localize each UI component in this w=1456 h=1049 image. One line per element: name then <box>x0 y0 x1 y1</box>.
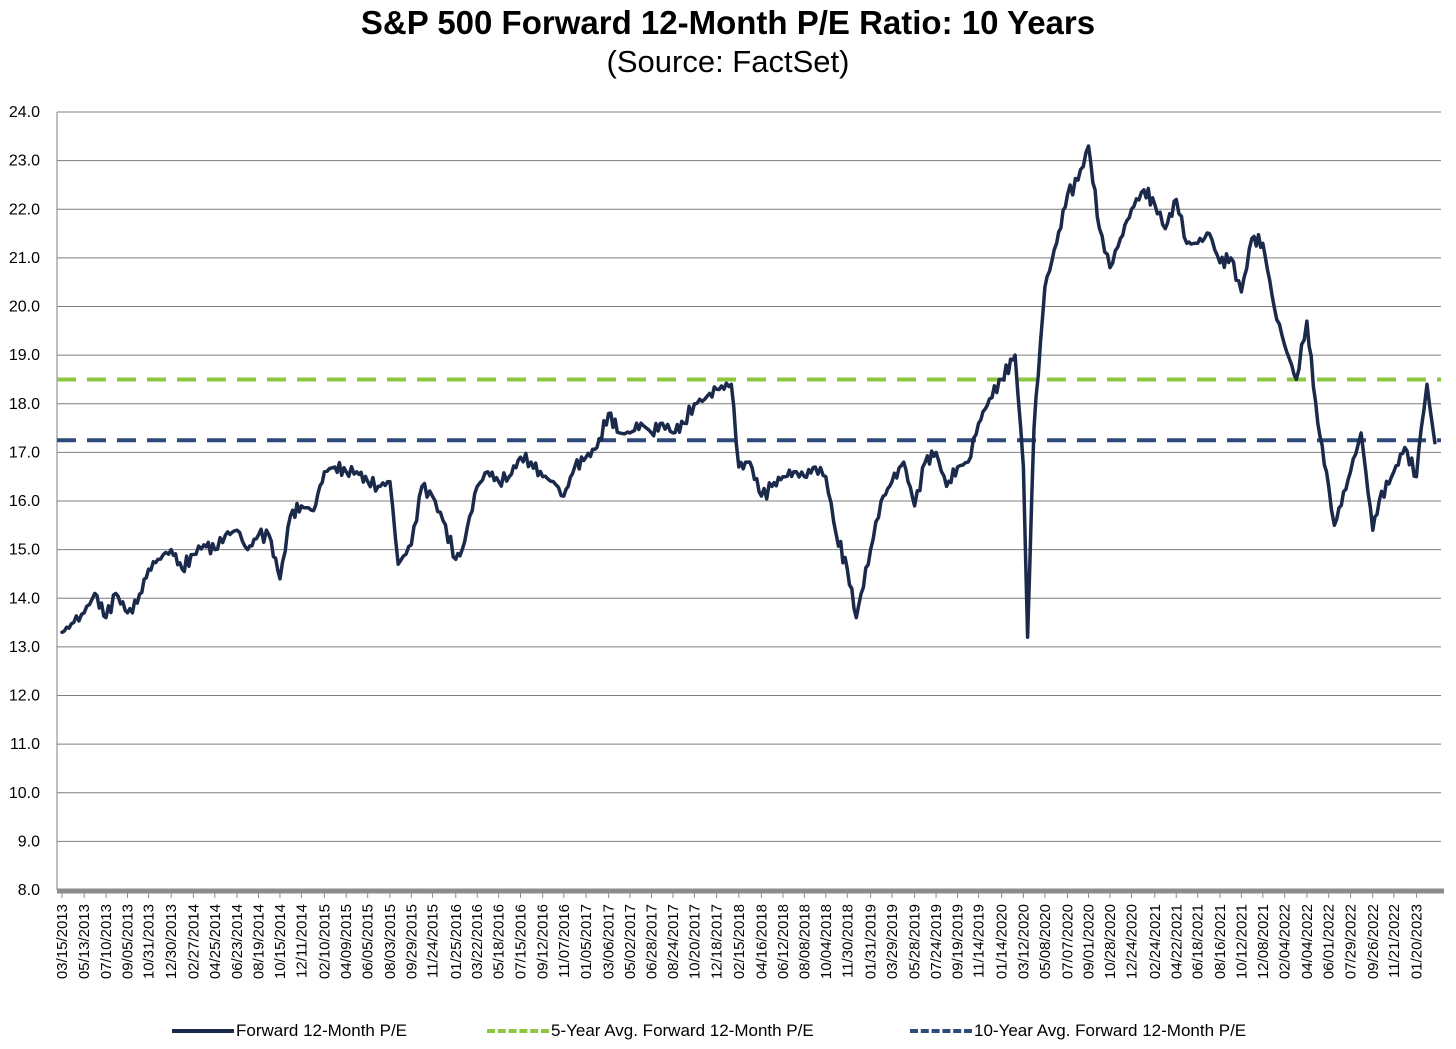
x-tick-label: 04/09/2015 <box>338 904 355 979</box>
x-tick-label: 10/28/2020 <box>1102 904 1119 979</box>
legend-label: 5-Year Avg. Forward 12-Month P/E <box>551 1021 814 1040</box>
x-tick-label: 12/11/2014 <box>293 904 310 978</box>
y-tick-label: 17.0 <box>9 444 40 461</box>
x-tick-label: 01/14/2020 <box>994 904 1011 979</box>
legend-item-10yr-avg: 10-Year Avg. Forward 12-Month P/E <box>910 1018 1246 1044</box>
x-tick-label: 07/29/2022 <box>1343 904 1360 979</box>
x-tick-label: 03/29/2019 <box>884 904 901 979</box>
y-tick-label: 10.0 <box>9 785 40 802</box>
x-tick-label: 07/24/2019 <box>928 904 945 979</box>
x-tick-label: 08/08/2018 <box>796 904 813 979</box>
x-tick-label: 12/30/2013 <box>163 904 180 979</box>
x-tick-label: 08/03/2015 <box>382 904 399 979</box>
x-tick-label: 07/15/2016 <box>513 904 530 979</box>
x-tick-label: 05/13/2013 <box>76 904 93 979</box>
y-tick-label: 16.0 <box>9 493 40 510</box>
legend-swatch-dashed-green <box>487 1029 549 1033</box>
x-tick-label: 06/12/2018 <box>775 904 792 979</box>
chart-subtitle: (Source: FactSet) <box>606 44 850 79</box>
x-tick-label: 04/25/2014 <box>207 904 224 979</box>
x-tick-label: 07/10/2013 <box>98 904 115 979</box>
legend-label: 10-Year Avg. Forward 12-Month P/E <box>974 1021 1247 1040</box>
x-tick-label: 03/06/2017 <box>601 904 618 979</box>
x-tick-label: 12/24/2020 <box>1123 904 1140 979</box>
x-tick-label: 05/08/2020 <box>1037 904 1054 979</box>
x-tick-label: 01/31/2019 <box>863 904 880 979</box>
x-tick-label: 02/15/2018 <box>731 904 748 979</box>
x-tick-label: 03/15/2013 <box>54 904 71 979</box>
legend: Forward 12-Month P/E 5-Year Avg. Forward… <box>0 1018 1456 1044</box>
x-tick-label: 10/04/2018 <box>818 904 835 979</box>
y-tick-label: 9.0 <box>18 833 40 850</box>
x-tick-label: 11/30/2018 <box>839 904 856 978</box>
x-tick-label: 09/26/2022 <box>1365 904 1382 979</box>
x-tick-label: 08/19/2014 <box>251 904 268 979</box>
x-tick-label: 08/24/2017 <box>665 904 682 979</box>
x-tick-label: 09/01/2020 <box>1081 904 1098 979</box>
x-tick-label: 01/25/2016 <box>448 904 465 979</box>
x-tick-label: 05/18/2016 <box>491 904 508 979</box>
y-tick-label: 21.0 <box>9 250 40 267</box>
y-tick-label: 24.0 <box>9 104 40 121</box>
x-tick-label: 02/10/2015 <box>316 904 333 979</box>
x-tick-label: 06/28/2017 <box>644 904 661 979</box>
x-tick-label: 12/18/2017 <box>709 904 726 979</box>
x-tick-label: 01/20/2023 <box>1408 904 1425 979</box>
x-tick-label: 05/02/2017 <box>622 904 639 979</box>
y-tick-label: 19.0 <box>9 347 40 364</box>
x-tick-label: 02/24/2021 <box>1147 904 1164 979</box>
y-tick-label: 8.0 <box>18 882 40 899</box>
y-tick-label: 12.0 <box>9 688 40 705</box>
series-lines <box>60 144 1437 639</box>
x-tick-label: 01/05/2017 <box>578 904 595 979</box>
x-tick-label: 09/19/2019 <box>950 904 967 979</box>
x-tick-label: 10/12/2021 <box>1233 904 1250 979</box>
x-tick-label: 09/29/2015 <box>403 904 420 979</box>
x-tick-label: 06/05/2015 <box>360 904 377 979</box>
y-tick-label: 15.0 <box>9 542 40 559</box>
legend-item-forward-pe: Forward 12-Month P/E <box>172 1018 407 1044</box>
forward-pe-line <box>60 144 1437 639</box>
y-tick-label: 18.0 <box>9 396 40 413</box>
x-tick-label: 09/05/2013 <box>120 904 137 979</box>
y-tick-label: 11.0 <box>10 736 40 753</box>
x-tick-label: 06/18/2021 <box>1190 904 1207 979</box>
x-tick-label: 07/07/2020 <box>1059 904 1076 979</box>
y-axis-ticks: 24.0 23.0 22.0 21.0 20.0 19.0 18.0 17.0 16.0 15.0… <box>9 104 40 899</box>
x-tick-label: 09/12/2016 <box>535 904 552 979</box>
y-tick-label: 13.0 <box>9 639 40 656</box>
y-tick-label: 14.0 <box>9 590 40 607</box>
x-tick-label: 10/31/2013 <box>141 904 158 979</box>
x-tick-label: 05/28/2019 <box>907 904 924 979</box>
reference-lines <box>57 377 1441 443</box>
gridlines <box>56 111 1444 894</box>
legend-item-5yr-avg: 5-Year Avg. Forward 12-Month P/E <box>487 1018 814 1044</box>
x-tick-label: 02/27/2014 <box>185 904 202 979</box>
x-tick-label: 04/16/2018 <box>753 904 770 979</box>
y-tick-label: 22.0 <box>9 201 40 218</box>
x-tick-label: 08/16/2021 <box>1212 904 1229 979</box>
y-tick-label: 20.0 <box>9 299 40 316</box>
x-tick-label: 03/12/2020 <box>1015 904 1032 979</box>
x-tick-label: 11/24/2015 <box>424 904 441 978</box>
chart-plot: 24.0 23.0 22.0 21.0 20.0 19.0 18.0 17.0 16.0 15.0… <box>9 104 1444 979</box>
legend-label: Forward 12-Month P/E <box>236 1021 408 1040</box>
chart-title: S&P 500 Forward 12-Month P/E Ratio: 10 Y… <box>360 4 1096 41</box>
x-tick-label: 11/14/2019 <box>971 904 988 978</box>
x-tick-label: 10/15/2014 <box>272 904 289 979</box>
x-tick-label: 06/23/2014 <box>229 904 246 979</box>
x-axis-ticks: 03/15/2013 05/13/2013 07/10/2013 09/05/2013… <box>54 893 1425 979</box>
x-tick-label: 04/22/2021 <box>1168 904 1185 979</box>
x-tick-label: 11/07/2016 <box>556 904 573 978</box>
y-tick-label: 23.0 <box>9 153 40 170</box>
x-tick-label: 03/22/2016 <box>469 904 486 979</box>
x-tick-label: 11/21/2022 <box>1386 904 1403 978</box>
x-tick-label: 04/04/2022 <box>1299 904 1316 979</box>
legend-swatch-solid <box>172 1029 234 1033</box>
legend-swatch-dashed-blue <box>910 1029 972 1033</box>
x-tick-label: 10/20/2017 <box>686 904 703 979</box>
x-tick-label: 06/01/2022 <box>1321 904 1338 979</box>
x-tick-label: 12/08/2021 <box>1255 904 1272 979</box>
x-tick-label: 02/04/2022 <box>1277 904 1294 979</box>
